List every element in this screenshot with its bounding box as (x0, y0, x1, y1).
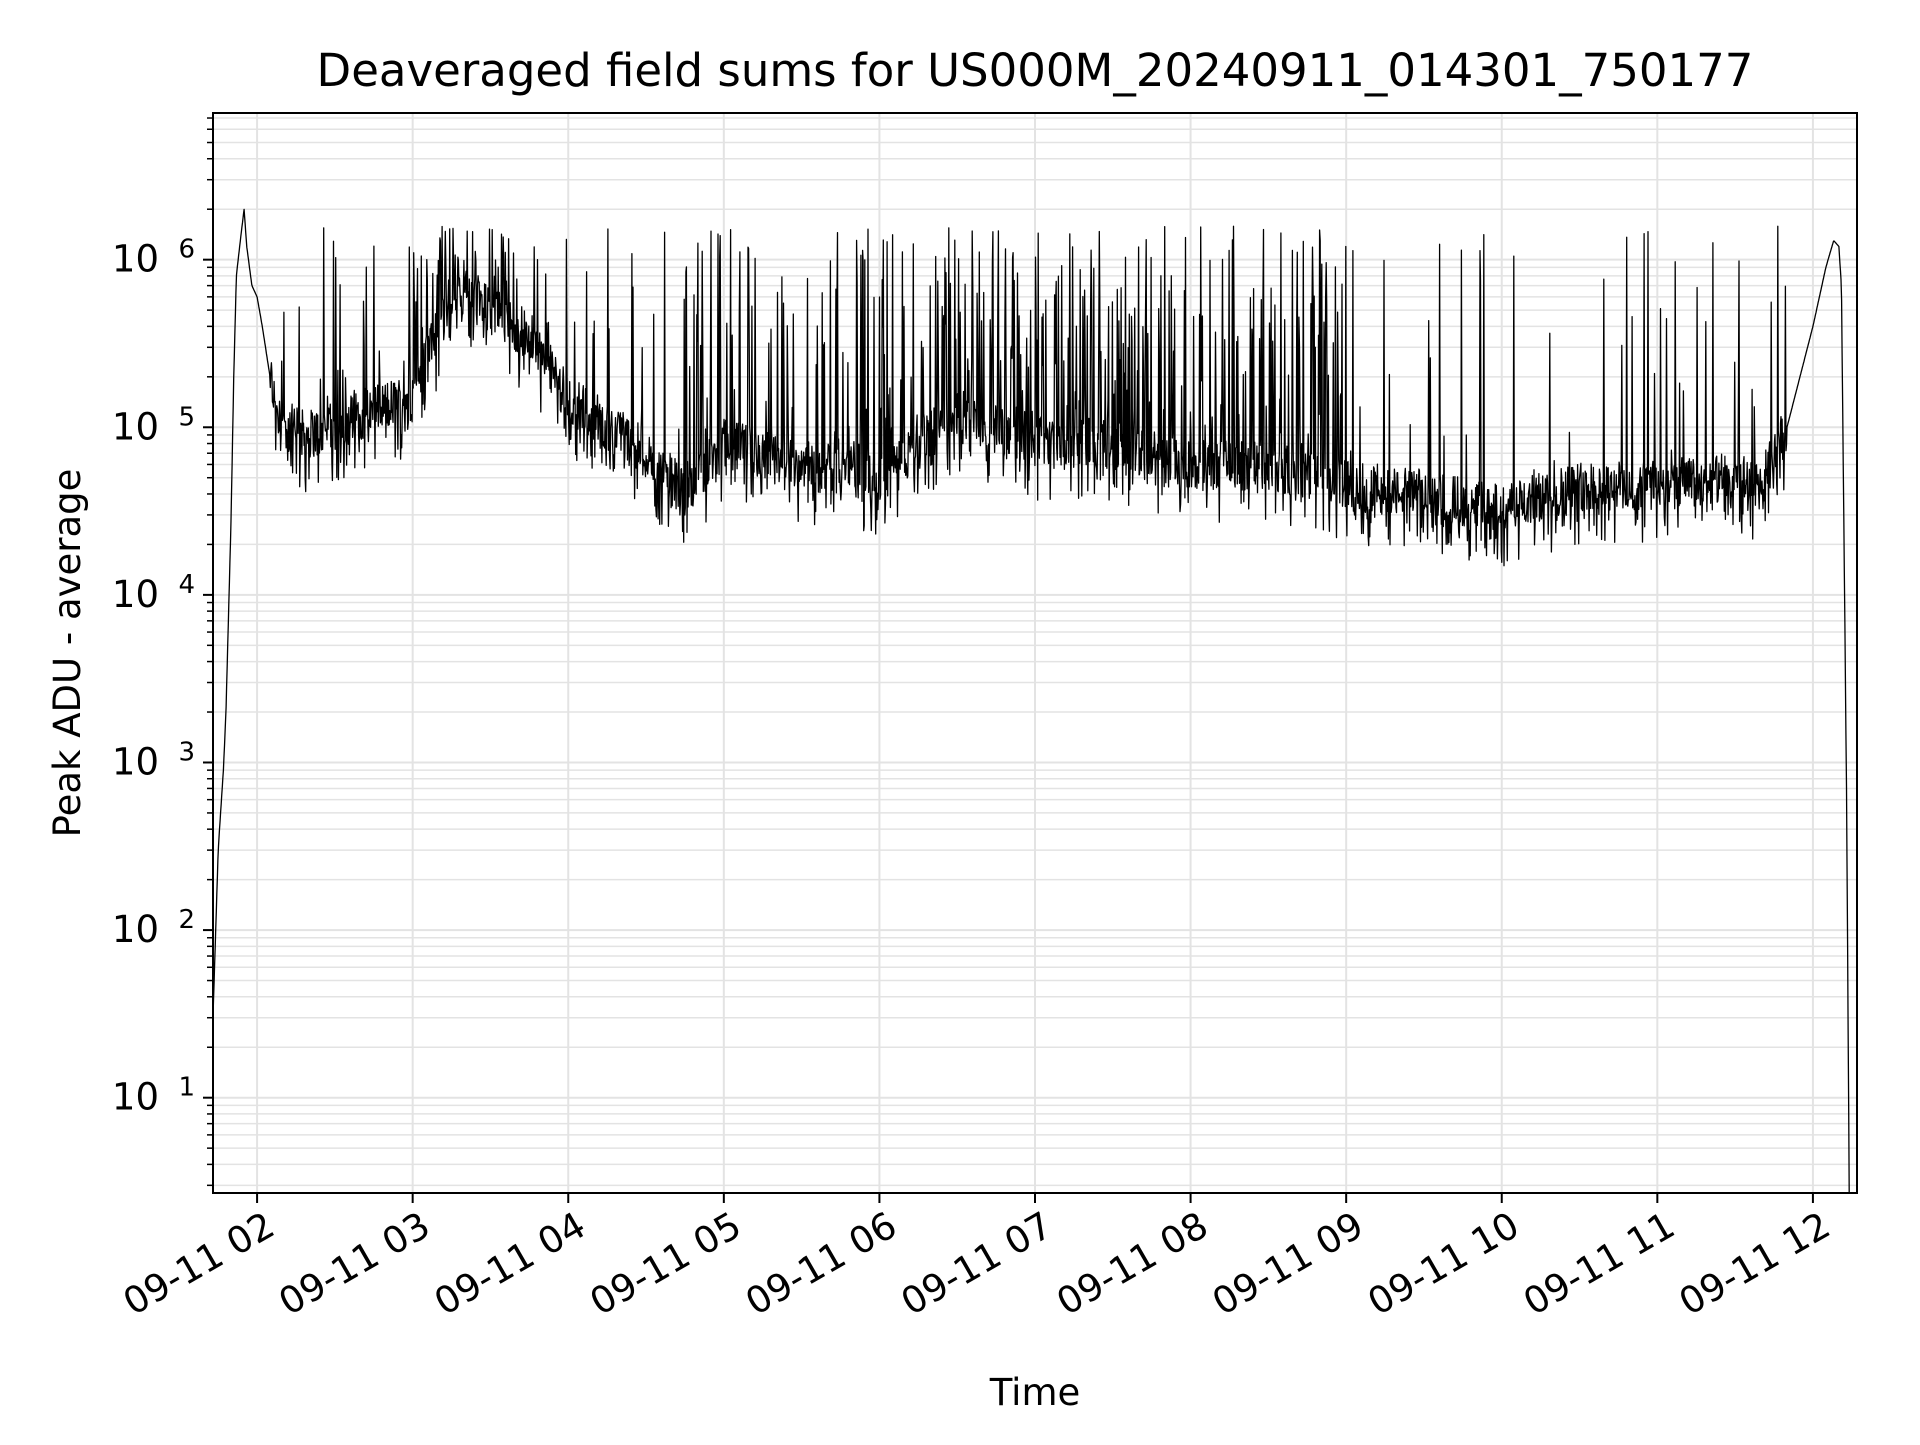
data-layer (212, 208, 1850, 1194)
x-axis-label: Time (989, 1371, 1081, 1414)
y-tick-label-exponent: 1 (178, 1073, 195, 1103)
y-tick-label-exponent: 5 (178, 402, 195, 432)
series-line (212, 208, 1850, 1194)
y-tick-label: 10 (112, 908, 159, 951)
y-tick-label-exponent: 4 (178, 570, 195, 600)
y-tick-label-exponent: 2 (178, 905, 195, 935)
y-tick-label: 10 (112, 405, 159, 448)
grid-layer (213, 113, 1857, 1193)
y-tick-label: 10 (112, 1076, 159, 1119)
y-tick-label: 10 (112, 740, 159, 783)
y-tick-label-exponent: 3 (178, 737, 195, 767)
y-axis-label: Peak ADU - average (46, 469, 89, 838)
y-tick-label: 10 (112, 573, 159, 616)
y-tick-label: 10 (112, 238, 159, 281)
chart-title: Deaveraged field sums for US000M_2024091… (317, 44, 1754, 97)
y-tick-label-exponent: 6 (178, 235, 195, 265)
